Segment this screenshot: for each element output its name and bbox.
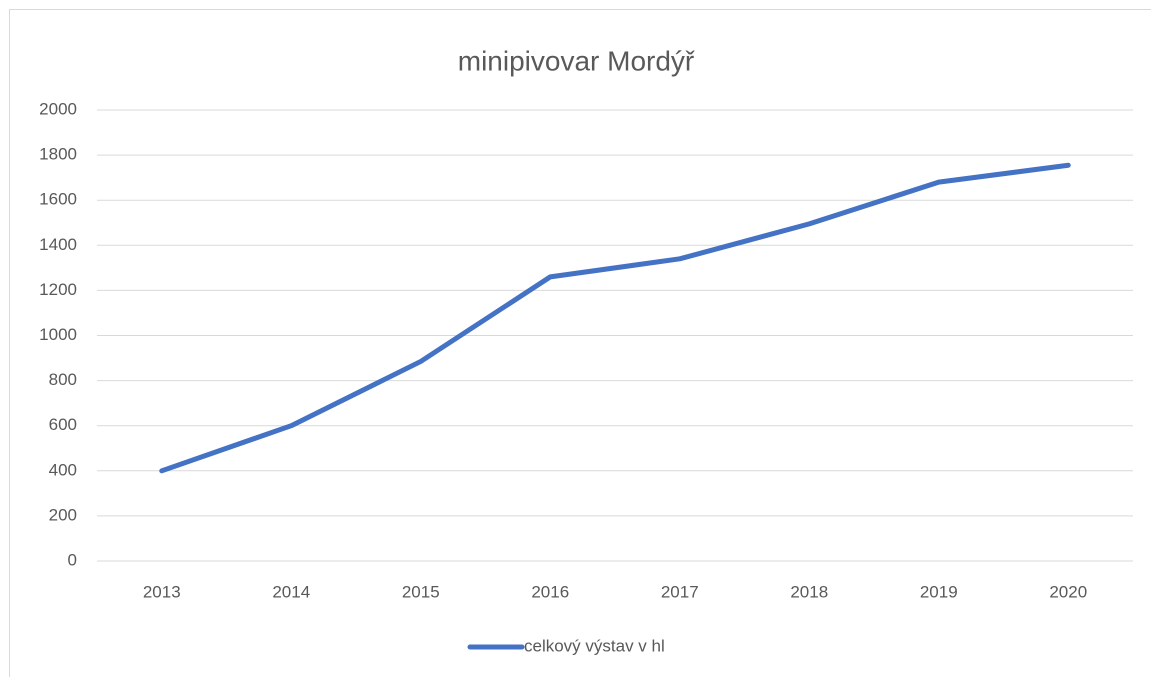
- x-tick-label: 2018: [790, 582, 828, 601]
- y-tick-label: 1600: [39, 190, 77, 209]
- y-tick-label: 1000: [39, 325, 77, 344]
- y-tick-label: 2000: [39, 99, 77, 118]
- x-tick-label: 2017: [661, 582, 699, 601]
- y-tick-label: 600: [49, 415, 77, 434]
- y-tick-label: 200: [49, 505, 77, 524]
- chart-title: minipivovar Mordýř: [458, 45, 695, 76]
- legend-label: celkový výstav v hl: [524, 636, 665, 655]
- y-tick-label: 400: [49, 460, 77, 479]
- x-tick-label: 2019: [920, 582, 958, 601]
- chart-frame: [9, 9, 1151, 677]
- x-tick-label: 2016: [531, 582, 569, 601]
- x-tick-label: 2013: [143, 582, 181, 601]
- y-tick-label: 800: [49, 370, 77, 389]
- x-tick-label: 2020: [1049, 582, 1087, 601]
- x-tick-label: 2015: [402, 582, 440, 601]
- x-tick-label: 2014: [272, 582, 310, 601]
- y-tick-label: 1800: [39, 145, 77, 164]
- y-tick-label: 0: [68, 550, 77, 569]
- y-tick-label: 1400: [39, 235, 77, 254]
- data-line: [159, 162, 1071, 474]
- y-tick-label: 1200: [39, 280, 77, 299]
